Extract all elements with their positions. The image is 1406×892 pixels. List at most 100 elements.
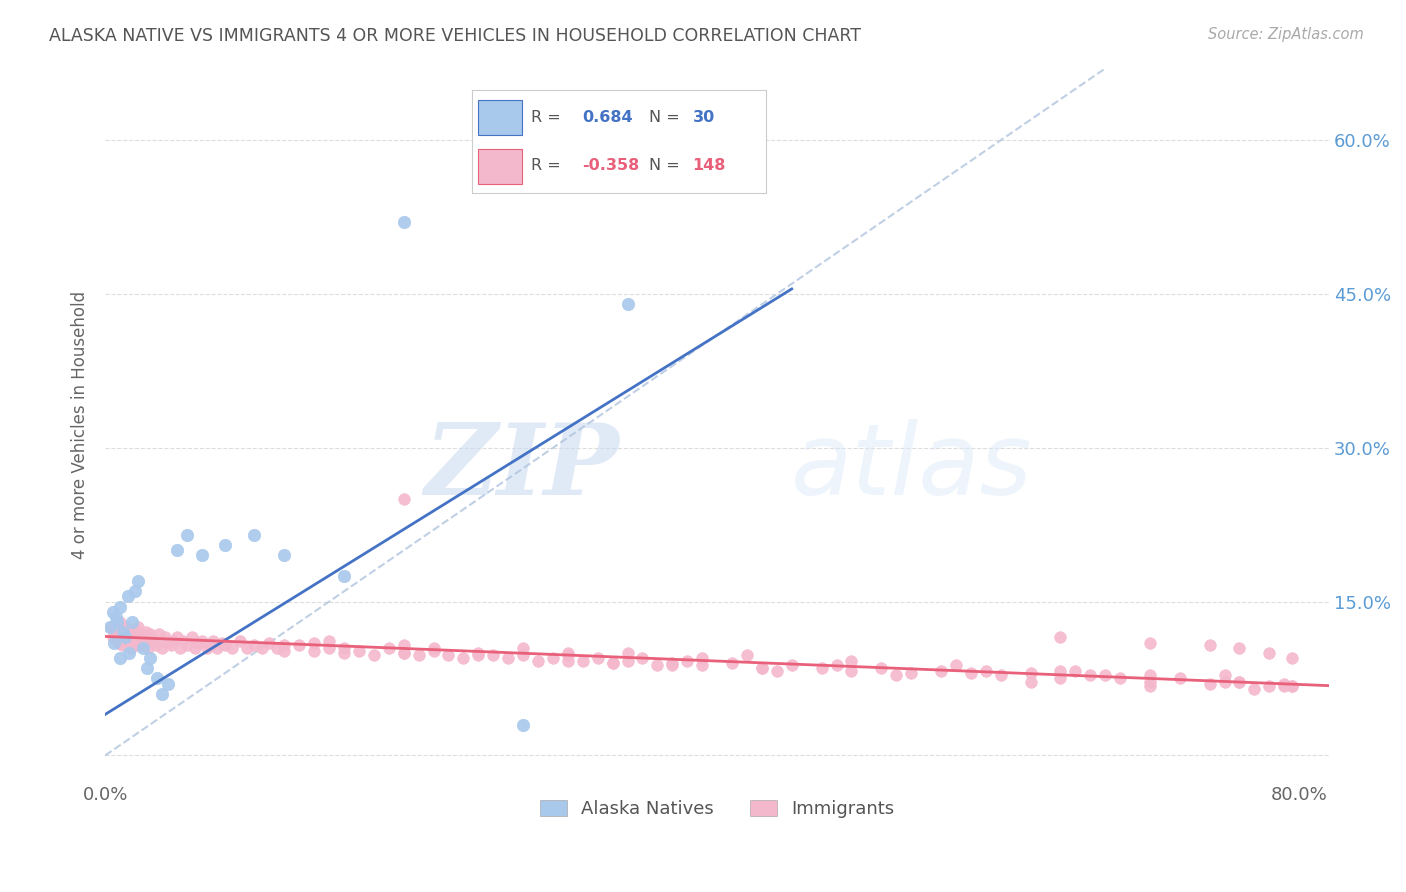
Point [318, 633, 340, 648]
Point [198, 638, 221, 652]
Point [1272, 676, 1295, 690]
Point [166, 543, 188, 558]
Point [118, 646, 141, 660]
Point [1281, 679, 1303, 693]
Point [721, 656, 744, 670]
Point [211, 635, 233, 649]
Point [1064, 665, 1087, 679]
Text: Source: ZipAtlas.com: Source: ZipAtlas.com [1208, 27, 1364, 42]
Point [690, 651, 713, 665]
Point [1229, 674, 1251, 689]
Point [108, 615, 131, 629]
Point [273, 549, 295, 563]
Text: ALASKA NATIVE VS IMMIGRANTS 4 OR MORE VEHICLES IN HOUSEHOLD CORRELATION CHART: ALASKA NATIVE VS IMMIGRANTS 4 OR MORE VE… [49, 27, 862, 45]
Point [121, 627, 143, 641]
Point [103, 625, 125, 640]
Point [105, 624, 128, 638]
Point [1243, 681, 1265, 696]
Point [333, 646, 356, 660]
Point [250, 640, 273, 655]
Point [1258, 646, 1281, 660]
Point [243, 528, 266, 542]
Point [114, 633, 136, 648]
Point [765, 665, 787, 679]
Point [392, 638, 415, 652]
Point [221, 640, 243, 655]
Point [163, 633, 186, 648]
Point [945, 658, 967, 673]
Text: ZIP: ZIP [425, 419, 619, 516]
Point [751, 661, 773, 675]
Point [884, 668, 907, 682]
Point [302, 644, 325, 658]
Point [169, 640, 191, 655]
Point [302, 635, 325, 649]
Point [467, 646, 489, 660]
Point [156, 635, 179, 649]
Point [1019, 666, 1042, 681]
Point [128, 631, 150, 645]
Point [1049, 665, 1071, 679]
Y-axis label: 4 or more Vehicles in Household: 4 or more Vehicles in Household [72, 291, 89, 558]
Point [132, 633, 155, 648]
Point [101, 605, 124, 619]
Point [616, 297, 638, 311]
Point [131, 640, 153, 655]
Point [125, 638, 148, 652]
Point [467, 648, 489, 662]
Point [1213, 674, 1236, 689]
Point [1139, 668, 1161, 682]
Point [138, 640, 160, 655]
Point [214, 538, 236, 552]
Point [243, 638, 266, 652]
Point [124, 624, 146, 638]
Point [111, 638, 134, 652]
Point [131, 638, 153, 652]
Point [661, 656, 683, 670]
Point [333, 569, 356, 583]
Point [841, 665, 863, 679]
Point [1281, 651, 1303, 665]
Point [1139, 635, 1161, 649]
Point [160, 638, 183, 652]
Point [676, 654, 699, 668]
Point [602, 656, 624, 670]
Point [112, 627, 135, 641]
Point [139, 627, 162, 641]
Point [214, 638, 236, 652]
Point [616, 654, 638, 668]
Point [661, 658, 683, 673]
Point [990, 668, 1012, 682]
Point [541, 651, 564, 665]
Point [191, 549, 214, 563]
Point [1258, 679, 1281, 693]
Point [101, 631, 124, 645]
Point [205, 640, 228, 655]
Point [273, 638, 295, 652]
Point [146, 672, 169, 686]
Point [631, 651, 654, 665]
Point [195, 640, 218, 655]
Point [166, 631, 188, 645]
Point [1094, 668, 1116, 682]
Point [259, 635, 281, 649]
Point [959, 666, 981, 681]
Point [117, 590, 139, 604]
Point [103, 635, 125, 649]
Point [120, 640, 142, 655]
Point [1139, 679, 1161, 693]
Point [115, 620, 138, 634]
Point [841, 654, 863, 668]
Point [105, 615, 128, 629]
Point [616, 646, 638, 660]
Point [266, 640, 288, 655]
Point [557, 654, 579, 668]
Point [496, 651, 519, 665]
Point [1019, 674, 1042, 689]
Point [378, 640, 401, 655]
Point [900, 666, 922, 681]
Point [108, 651, 131, 665]
Point [121, 615, 143, 629]
Point [557, 648, 579, 662]
Point [136, 661, 159, 675]
